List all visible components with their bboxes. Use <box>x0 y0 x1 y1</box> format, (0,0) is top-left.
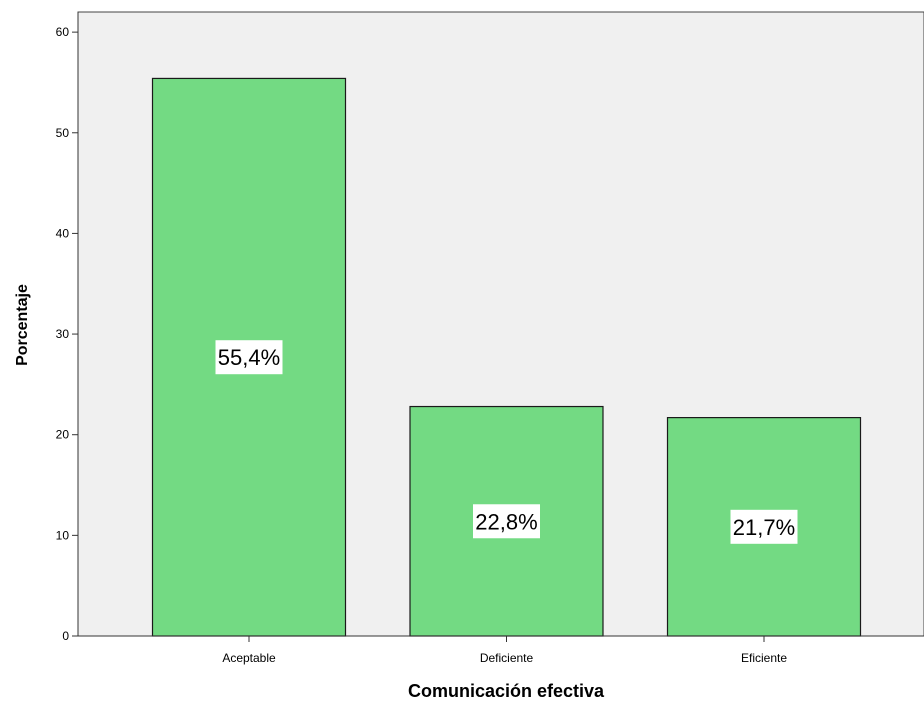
data-label: 55,4% <box>218 345 280 370</box>
bars-group: 55,4% 22,8% 21,7% <box>151 77 862 637</box>
y-tick-label: 20 <box>56 428 70 442</box>
y-tick-label: 60 <box>56 25 70 39</box>
x-tick-label: Aceptable <box>222 651 276 665</box>
x-axis: Aceptable Deficiente Eficiente <box>78 635 924 665</box>
x-tick-label: Eficiente <box>741 651 787 665</box>
y-tick-label: 0 <box>62 629 69 643</box>
data-label-box <box>473 504 540 539</box>
y-axis: 0 10 20 30 40 50 60 <box>56 12 79 643</box>
y-tick-label: 40 <box>56 226 70 240</box>
x-tick-label: Deficiente <box>480 651 534 665</box>
y-tick-label: 30 <box>56 327 70 341</box>
x-axis-title: Comunicación efectiva <box>408 681 605 701</box>
data-label-box <box>215 340 283 375</box>
data-label-box <box>730 509 798 544</box>
data-label: 21,7% <box>733 515 795 540</box>
y-tick-label: 50 <box>56 126 70 140</box>
y-axis-title: Porcentaje <box>14 284 31 366</box>
data-label: 22,8% <box>475 509 537 534</box>
y-tick-label: 10 <box>56 528 70 542</box>
